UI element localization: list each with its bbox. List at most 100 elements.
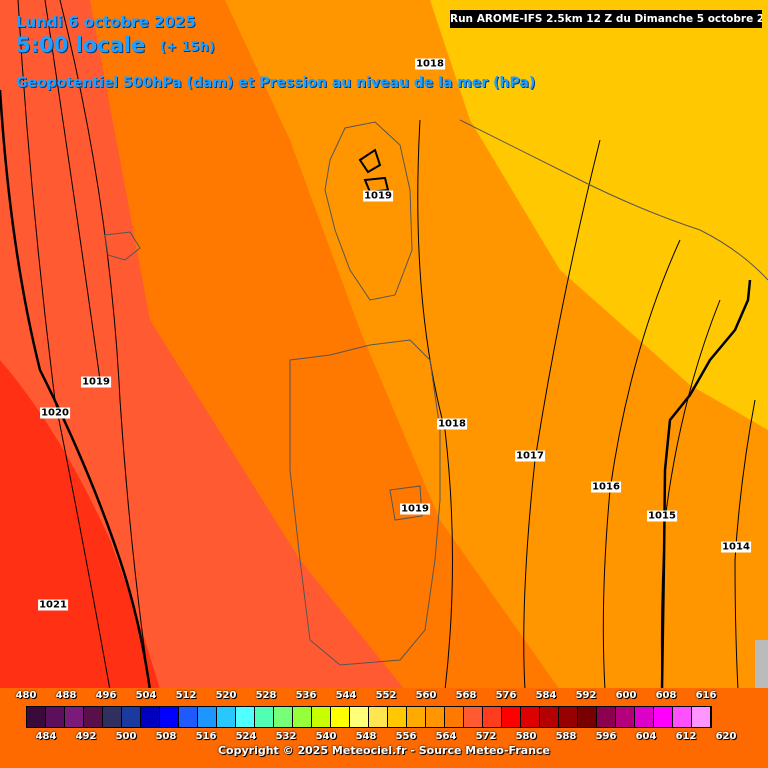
legend-swatch: [540, 707, 559, 727]
legend-swatch: [350, 707, 369, 727]
legend-swatch: [426, 707, 445, 727]
run-info: Run AROME-IFS 2.5km 12 Z du Dimanche 5 o…: [450, 10, 762, 28]
legend-swatch: [84, 707, 103, 727]
isobar-label: 1019: [81, 376, 111, 388]
legend-bottom-label: 612: [675, 731, 697, 742]
legend-swatch: [388, 707, 407, 727]
copyright: Copyright © 2025 Meteociel.fr - Source M…: [217, 744, 551, 757]
isobar-label: 1018: [415, 58, 445, 70]
legend-swatch: [236, 707, 255, 727]
legend-swatch: [255, 707, 274, 727]
legend-swatch: [160, 707, 179, 727]
legend-swatch: [274, 707, 293, 727]
legend-swatch: [46, 707, 65, 727]
isobar-label: 1017: [515, 450, 545, 462]
legend-bottom-label: 564: [435, 731, 457, 742]
legend-top-label: 544: [335, 690, 357, 701]
outside-domain: [755, 640, 768, 690]
relief-1: [358, 148, 382, 174]
forecast-offset: (+ 15h): [160, 40, 215, 55]
isobar-label: 1020: [40, 407, 70, 419]
isobar-1018: [417, 119, 453, 691]
legend-bottom-label: 508: [155, 731, 177, 742]
legend-top-label: 592: [575, 690, 597, 701]
isobar-label: 1016: [591, 481, 621, 493]
legend-swatch: [578, 707, 597, 727]
relief-2: [363, 176, 390, 194]
legend-bottom-label: 620: [715, 731, 737, 742]
legend-top-label: 536: [295, 690, 317, 701]
legend-top-label: 608: [655, 690, 677, 701]
isobar-1014: [734, 399, 756, 691]
balearic-island: [104, 231, 141, 261]
legend-swatch: [559, 707, 578, 727]
contour-west: [0, 89, 152, 691]
isobar-label: 1015: [647, 510, 677, 522]
legend-swatch: [635, 707, 654, 727]
legend-swatch: [483, 707, 502, 727]
legend-swatch: [141, 707, 160, 727]
isobar-label: 1018: [437, 418, 467, 430]
legend-top-label: 512: [175, 690, 197, 701]
legend-swatch: [179, 707, 198, 727]
legend-top-label: 480: [15, 690, 37, 701]
legend-top-label: 488: [55, 690, 77, 701]
legend-swatch: [673, 707, 692, 727]
legend-bottom-label: 540: [315, 731, 337, 742]
band-564: [430, 0, 768, 430]
legend-swatch: [654, 707, 673, 727]
relief-contours: [358, 148, 390, 194]
legend-top-label: 560: [415, 690, 437, 701]
coastlines: [104, 119, 768, 666]
legend-swatch: [597, 707, 616, 727]
legend-top-label: 520: [215, 690, 237, 701]
forecast-date: Lundi 6 octobre 2025: [16, 13, 196, 31]
legend-swatch: [293, 707, 312, 727]
legend-bottom-label: 524: [235, 731, 257, 742]
isobar-1019-west: [44, 0, 101, 381]
legend-bottom-label: 572: [475, 731, 497, 742]
legend-top-label: 496: [95, 690, 117, 701]
legend-swatch: [122, 707, 141, 727]
geopotential-contours: [0, 89, 752, 691]
legend-swatch: [331, 707, 350, 727]
legend-swatch: [198, 707, 217, 727]
legend-swatch: [27, 707, 46, 727]
legend-top-label: 552: [375, 690, 397, 701]
legend-bottom-label: 484: [35, 731, 57, 742]
legend-top-label: 600: [615, 690, 637, 701]
color-legend: 480 488 496 504 512 520 528 536 544 552 560 568 576 5…: [0, 688, 768, 768]
legend-bottom-label: 604: [635, 731, 657, 742]
legend-swatch: [521, 707, 540, 727]
legend-swatch: [407, 707, 426, 727]
legend-swatches: [26, 706, 712, 728]
legend-bottom-label: 516: [195, 731, 217, 742]
legend-swatch: [464, 707, 483, 727]
parameter-title: Geopotentiel 500hPa (dam) et Pression au…: [16, 75, 536, 91]
legend-top-label: 576: [495, 690, 517, 701]
legend-bottom-label: 492: [75, 731, 97, 742]
legend-bottom-label: 596: [595, 731, 617, 742]
legend-swatch: [65, 707, 84, 727]
sardinia-inland-island: [389, 485, 423, 521]
legend-top-label: 504: [135, 690, 157, 701]
legend-swatch: [312, 707, 331, 727]
legend-top-label: 616: [695, 690, 717, 701]
legend-bottom-label: 556: [395, 731, 417, 742]
sardinia-outline: [289, 339, 441, 666]
isobar-1021: [59, 0, 151, 691]
legend-swatch: [616, 707, 635, 727]
corsica-outline: [324, 121, 413, 301]
contour-east: [660, 279, 752, 691]
isobar-label: 1019: [400, 503, 430, 515]
italy-coast: [459, 119, 768, 281]
legend-bottom-label: 532: [275, 731, 297, 742]
legend-top-label: 584: [535, 690, 557, 701]
legend-swatch: [445, 707, 464, 727]
legend-bottom-label: 500: [115, 731, 137, 742]
legend-swatch: [369, 707, 388, 727]
legend-swatch: [502, 707, 521, 727]
legend-bottom-label: 588: [555, 731, 577, 742]
legend-bottom-label: 580: [515, 731, 537, 742]
